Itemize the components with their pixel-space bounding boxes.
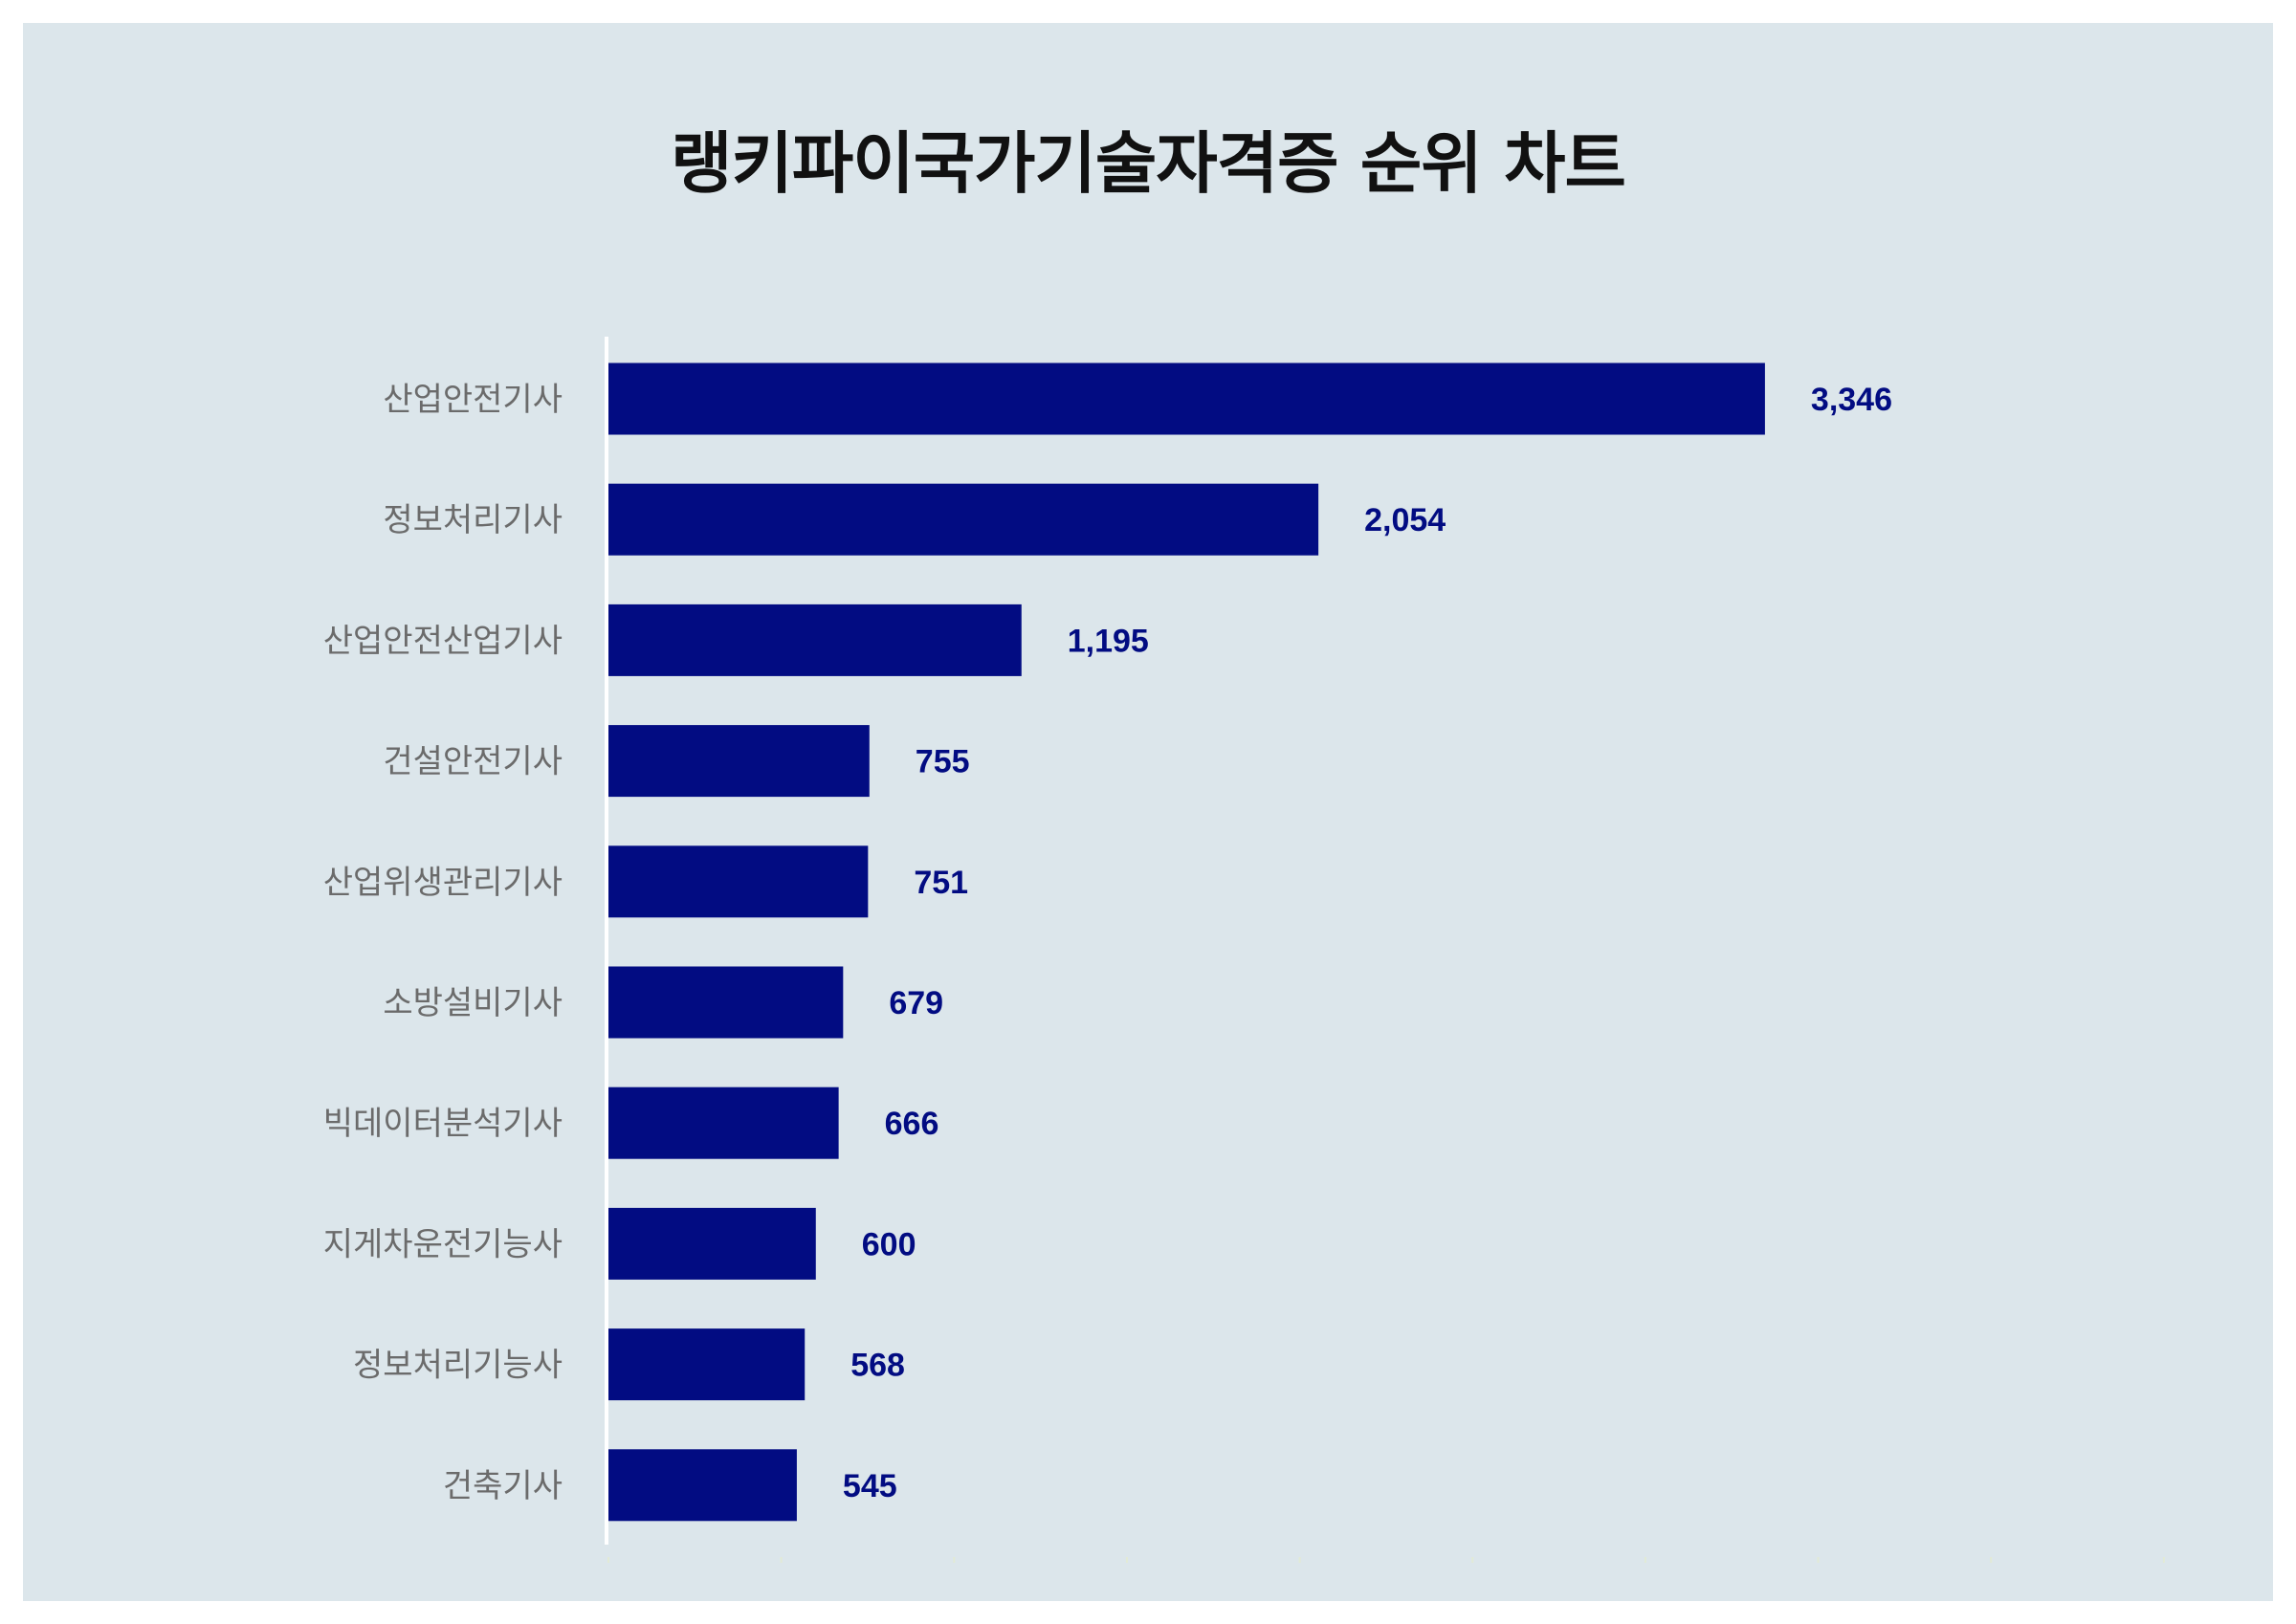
bar [608,1086,839,1159]
x-tick-mark [607,1557,609,1563]
x-tick-mark [780,1557,783,1563]
category-label: 건설안전기사 [383,743,563,781]
category-label: 건축기사 [443,1467,563,1505]
value-label: 3,346 [1811,382,1892,418]
x-tick-mark [1990,1557,1993,1563]
x-tick-mark [2162,1557,2165,1563]
category-label: 정보처리기능사 [353,1347,563,1385]
bar [608,362,1765,435]
bar [608,1449,797,1522]
category-label: 산업안전산업기사 [323,622,563,660]
x-tick-mark [1471,1557,1474,1563]
bar [608,483,1319,556]
x-tick-mark [1125,1557,1128,1563]
chart-background [23,23,2273,1601]
value-label: 568 [850,1348,905,1384]
category-label: 소방설비기사 [383,984,563,1022]
x-tick-mark [1644,1557,1646,1563]
value-label: 751 [914,865,968,901]
value-label: 600 [862,1226,916,1262]
category-label: 정보처리기사 [383,501,563,539]
bar [608,845,869,918]
value-label: 1,195 [1068,623,1149,659]
value-label: 679 [889,985,943,1021]
bar [608,604,1022,676]
category-label: 산업안전기사 [383,381,563,419]
category-label: 산업위생관리기사 [323,864,563,902]
value-label: 666 [885,1106,939,1142]
chart-title: 랭키파이국가기술자격증 순위 차트 [671,124,1626,203]
x-tick-mark [953,1557,956,1563]
category-label: 지게차운전기능사 [323,1225,563,1263]
bar [608,725,870,798]
value-label: 2,054 [1364,502,1446,538]
value-label: 755 [916,744,970,780]
x-tick-mark [1298,1557,1301,1563]
bar [608,1207,816,1280]
category-label: 빅데이터분석기사 [323,1105,563,1143]
bar [608,966,844,1039]
x-tick-mark [1817,1557,1820,1563]
value-label: 545 [843,1468,897,1504]
bar [608,1328,806,1401]
